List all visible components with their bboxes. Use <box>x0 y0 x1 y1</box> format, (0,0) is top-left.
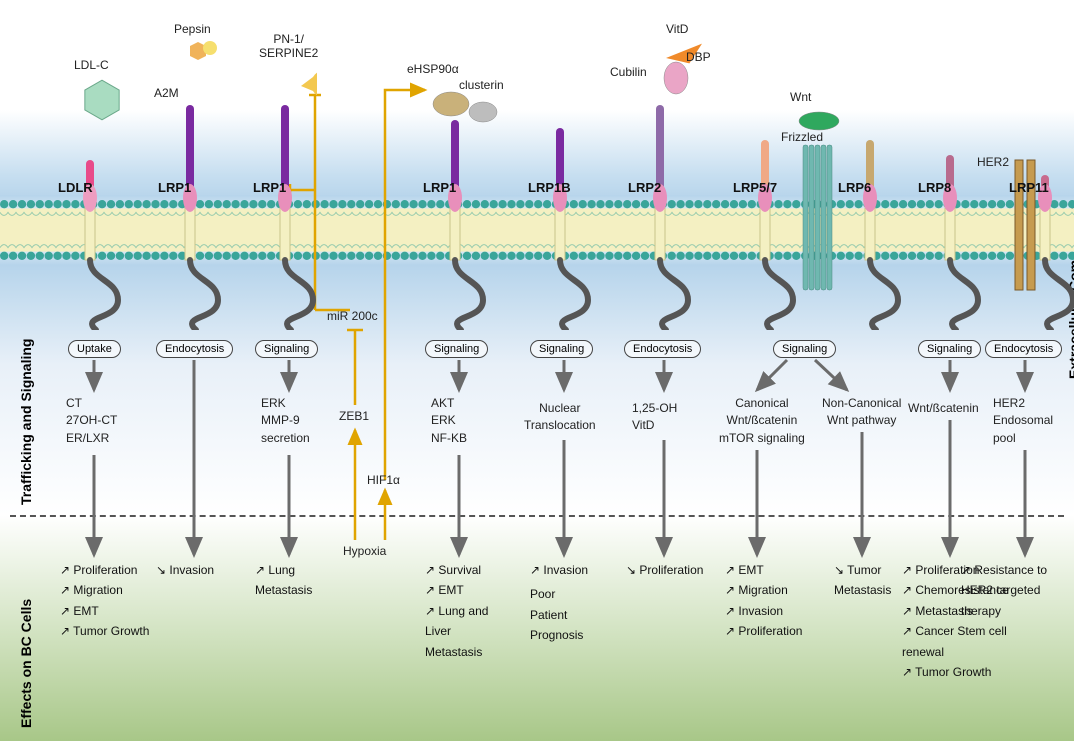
hypoxia-label: miR 200c <box>327 308 378 325</box>
effects-lrp6: TumorMetastasis <box>834 560 891 601</box>
effects-lrp2: Proliferation <box>626 560 703 580</box>
action-ldlr: Uptake <box>68 340 121 358</box>
pathway-lrp1c: AKTERKNF-KB <box>431 395 467 447</box>
hypoxia-label: HIF1α <box>367 472 400 489</box>
hypoxia-label: ZEB1 <box>339 408 369 425</box>
effects-ldlr: ProliferationMigrationEMTTumor Growth <box>60 560 149 642</box>
action-lrp1b: Signaling <box>255 340 318 358</box>
action-lrp1c: Signaling <box>425 340 488 358</box>
arrows-lrp11 <box>995 0 1074 741</box>
arrows-lrp1b <box>235 0 395 741</box>
action-lrp1a: Endocytosis <box>156 340 233 358</box>
receptor-col-lrp11: LRP11HER2EndocytosisHER2EndosomalpoolRes… <box>1015 0 1074 741</box>
effects-lrp1a: Invasion <box>156 560 214 580</box>
effects-lrp1B: InvasionPoorPatientPrognosis <box>530 560 588 646</box>
action-lrp11: Endocytosis <box>985 340 1062 358</box>
pathway-ldlr: CT27OH-CTER/LXR <box>66 395 117 447</box>
pathway-lrp8: Wnt/ßcatenin <box>908 400 979 417</box>
hypoxia-label: Hypoxia <box>343 543 386 560</box>
effects-lrp57: EMTMigrationInvasionProliferation <box>725 560 802 642</box>
effects-lrp1c: SurvivalEMTLung andLiverMetastasis <box>425 560 488 662</box>
pathway-lrp11: HER2Endosomalpool <box>993 395 1053 447</box>
pathway-lrp1b: ERKMMP-9secretion <box>261 395 310 447</box>
effects-lrp1b: LungMetastasis <box>255 560 312 601</box>
effects-lrp11: Resistance toHER2 targetedtherapy <box>961 560 1047 621</box>
pathway-lrp57: CanonicalWnt/ßcateninmTOR signaling <box>719 395 805 447</box>
action-lrp2: Endocytosis <box>624 340 701 358</box>
action-lrp1B: Signaling <box>530 340 593 358</box>
action-lrp8: Signaling <box>918 340 981 358</box>
receptor-col-lrp1b: LRP1PN-1/SERPINE2SignalingERKMMP-9secret… <box>255 0 355 741</box>
pathway-lrp2: 1,25-OHVitD <box>632 400 677 435</box>
pathway-lrp1B: NuclearTranslocation <box>524 400 596 435</box>
pathway-lrp6: Non-CanonicalWnt pathway <box>822 395 901 430</box>
